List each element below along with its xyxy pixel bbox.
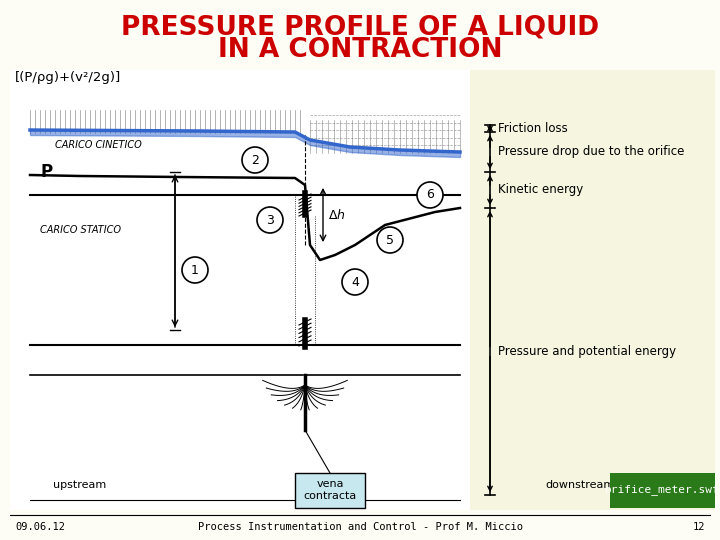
Text: Friction loss: Friction loss	[498, 122, 568, 135]
Text: P: P	[40, 163, 52, 181]
Text: CARICO STATICO: CARICO STATICO	[40, 225, 121, 235]
Text: $\Delta h$: $\Delta h$	[328, 208, 346, 222]
Circle shape	[242, 147, 268, 173]
Bar	[10, 70, 470, 510]
Circle shape	[257, 207, 283, 233]
Bar	[295, 473, 365, 508]
Text: Process Instrumentation and Control - Prof M. Miccio: Process Instrumentation and Control - Pr…	[197, 522, 523, 532]
Text: 09.06.12: 09.06.12	[15, 522, 65, 532]
Text: 1: 1	[191, 264, 199, 276]
Text: PRESSURE PROFILE OF A LIQUID: PRESSURE PROFILE OF A LIQUID	[121, 15, 599, 41]
Text: orifice_meter.swf: orifice_meter.swf	[605, 484, 719, 496]
Text: Pressure and potential energy: Pressure and potential energy	[498, 345, 676, 358]
Text: [(P/ρg)+(v²/2g)]: [(P/ρg)+(v²/2g)]	[15, 71, 121, 84]
Text: IN A CONTRACTION: IN A CONTRACTION	[217, 37, 503, 63]
Text: 5: 5	[386, 233, 394, 246]
Text: vena
contracta: vena contracta	[303, 479, 356, 501]
Text: downstream: downstream	[545, 480, 615, 490]
Text: Kinetic energy: Kinetic energy	[498, 184, 583, 197]
Circle shape	[182, 257, 208, 283]
Text: 3: 3	[266, 213, 274, 226]
Circle shape	[342, 269, 368, 295]
Text: upstream: upstream	[53, 480, 107, 490]
Circle shape	[377, 227, 403, 253]
Text: Pressure drop due to the orifice: Pressure drop due to the orifice	[498, 145, 685, 159]
Bar	[470, 70, 715, 510]
Circle shape	[417, 182, 443, 208]
Text: 6: 6	[426, 188, 434, 201]
Bar	[610, 473, 715, 508]
Text: CARICO CINETICO: CARICO CINETICO	[55, 140, 142, 150]
Text: 2: 2	[251, 153, 259, 166]
Text: 4: 4	[351, 275, 359, 288]
Text: 12: 12	[693, 522, 705, 532]
